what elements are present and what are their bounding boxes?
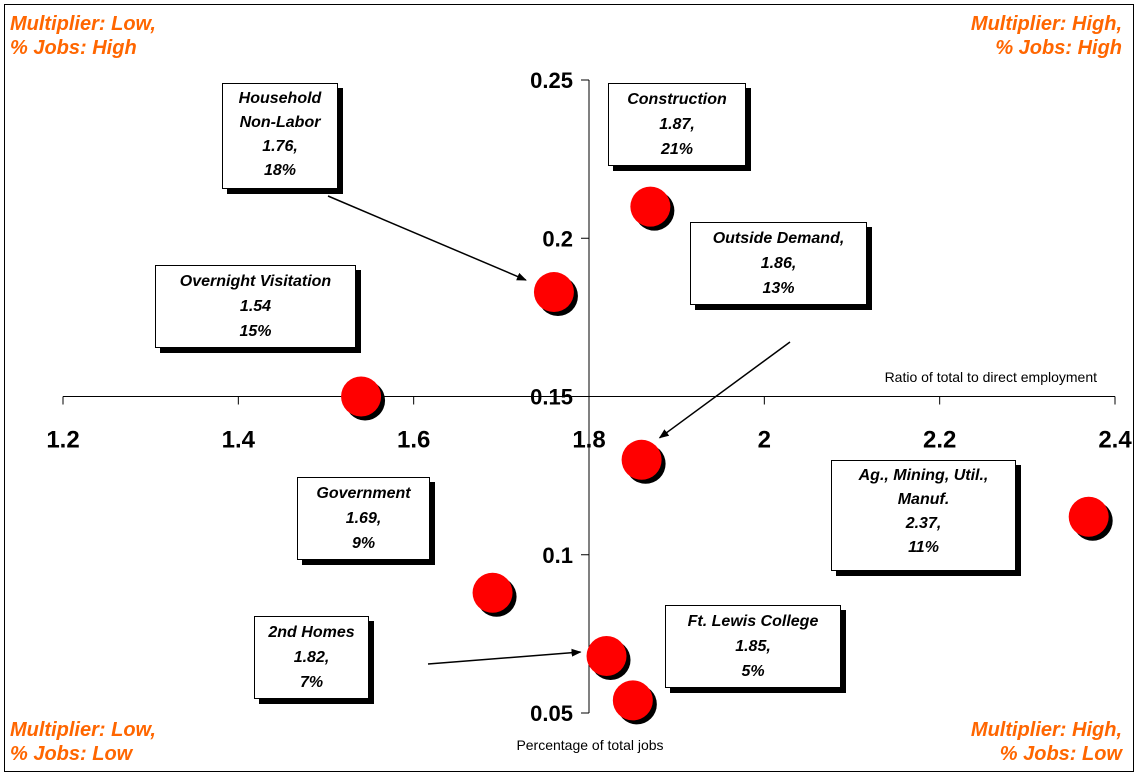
point-label-box: Outside Demand, 1.86, 13% [690, 222, 867, 305]
point-label-line: Household [238, 90, 322, 107]
quadrant-label-top-left: Multiplier: Low, % Jobs: High [10, 12, 156, 60]
point-label-line: 18% [263, 162, 297, 179]
y-tick-label: 0.15 [530, 385, 573, 410]
quadrant-bottom-right-line-2: % Jobs: Low [999, 743, 1122, 765]
point-label-line: Manuf. [897, 491, 950, 508]
quadrant-bottom-left-line-1: Multiplier: Low, [10, 719, 156, 741]
point-label-line: 1.85, [735, 638, 771, 655]
quadrant-top-left-line-1: Multiplier: Low, [10, 13, 156, 35]
point-label-line: 21% [660, 141, 694, 158]
point-label-box: 2nd Homes 1.82, 7% [254, 616, 369, 699]
data-points [341, 186, 1113, 725]
point-label-line: 5% [741, 663, 765, 680]
point-label-line: Government [316, 485, 411, 502]
annotation-arrow [427, 648, 582, 665]
point-label-box: Ag., Mining, Util., Manuf. 2.37, 11% [831, 460, 1016, 571]
data-point [341, 376, 382, 417]
point-label-line: 1.82, [293, 649, 330, 666]
point-label-line: Ft. Lewis College [687, 613, 819, 630]
point-label-box: Government 1.69, 9% [297, 477, 430, 560]
x-tick-label: 1.6 [397, 427, 430, 454]
y-axis-title: Percentage of total jobs [516, 737, 663, 753]
point-label-line: 2nd Homes [268, 624, 355, 641]
y-tick-label: 0.2 [542, 226, 573, 251]
point-label-line: 1.54 [239, 298, 272, 315]
data-point [630, 186, 671, 227]
x-tick-label: 2.4 [1098, 427, 1132, 454]
point-label-line: 13% [762, 280, 795, 297]
x-tick-label: 1.2 [46, 427, 79, 454]
annotation-arrow [327, 195, 527, 281]
point-label-line: 15% [239, 323, 272, 340]
point-label-box: Overnight Visitation 1.54 15% [155, 265, 356, 348]
quadrant-bottom-left-line-2: % Jobs: Low [10, 743, 133, 765]
point-label-line: Construction [627, 91, 727, 108]
point-label-box: Ft. Lewis College 1.85, 5% [665, 605, 841, 688]
point-label-line: Outside Demand, [712, 230, 845, 247]
x-tick-label: 2 [758, 427, 771, 454]
data-point [612, 680, 653, 721]
point-label-line: 1.86, [760, 255, 797, 272]
point-label-line: Non-Labor [239, 114, 321, 131]
quadrant-top-left-line-2: % Jobs: High [10, 37, 137, 59]
point-label-line: 2.37, [905, 515, 942, 532]
point-label-box: Construction 1.87, 21% [608, 83, 746, 166]
point-label-line: Ag., Mining, Util., [858, 467, 989, 484]
annotation-arrows [327, 195, 791, 665]
data-point [533, 272, 574, 313]
point-label-line: 1.76, [262, 138, 298, 155]
quadrant-top-right-line-2: % Jobs: High [995, 37, 1122, 59]
data-point [472, 572, 513, 613]
point-label-line: 9% [351, 535, 376, 552]
quadrant-label-bottom-right: Multiplier: High, % Jobs: Low [971, 718, 1122, 766]
quadrant-label-top-right: Multiplier: High, % Jobs: High [971, 12, 1122, 60]
y-tick-label: 0.25 [530, 68, 573, 93]
annotation-arrow [658, 341, 791, 439]
point-label-line: 1.69, [345, 510, 382, 527]
point-label-line: Overnight Visitation [179, 273, 332, 290]
y-tick-label: 0.05 [530, 701, 573, 726]
data-point [1068, 496, 1109, 537]
x-tick-label: 2.2 [923, 427, 956, 454]
point-label-line: 11% [908, 539, 939, 556]
point-label-line: 7% [299, 674, 324, 691]
quadrant-label-bottom-left: Multiplier: Low, % Jobs: Low [10, 718, 156, 766]
y-tick-label: 0.1 [542, 543, 573, 568]
chart-frame [4, 4, 1134, 772]
quadrant-top-right-line-1: Multiplier: High, [970, 13, 1122, 35]
x-tick-label: 1.4 [222, 427, 256, 454]
quadrant-bottom-right-line-1: Multiplier: High, [970, 719, 1122, 741]
x-axis-title: Ratio of total to direct employment [885, 369, 1098, 385]
point-label-line: 1.87, [659, 116, 695, 133]
data-point [621, 439, 662, 480]
data-point [586, 636, 627, 677]
point-label-box: Household Non-Labor 1.76, 18% [222, 83, 338, 189]
